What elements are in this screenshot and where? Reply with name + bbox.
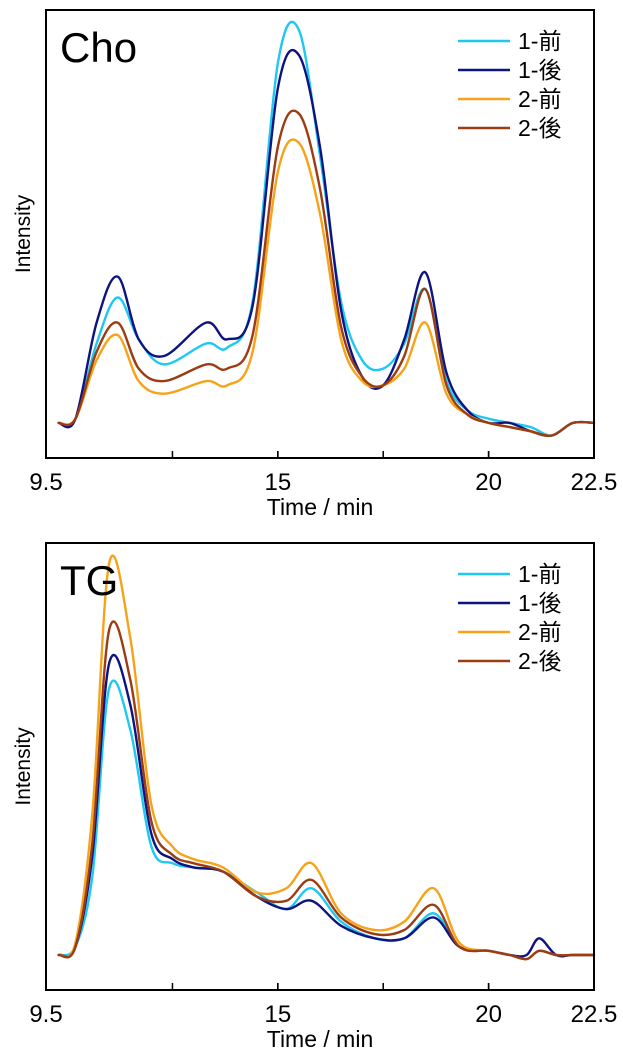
legend-label-3: 2-前 <box>518 86 561 112</box>
series-line-2 <box>57 653 596 958</box>
panel-title: TG <box>60 557 118 604</box>
x-tick-label: 9.5 <box>29 469 62 496</box>
legend-label-1: 1-前 <box>518 28 561 54</box>
legend-label-2: 1-後 <box>518 57 561 83</box>
panel-title: Cho <box>60 24 137 71</box>
plot-frame <box>45 9 595 459</box>
legend-label-4: 2-後 <box>518 115 561 141</box>
x-tick-label: 15 <box>264 1001 291 1028</box>
chart-panel-1: 9.5 15 20 22.5 Time / min Intensity Cho 1-前 1-後 2… <box>12 9 618 520</box>
legend-label-3: 2-前 <box>518 619 561 645</box>
legend-label-4: 2-後 <box>518 648 561 674</box>
x-axis-label: Time / min <box>267 494 374 520</box>
x-tick-label: 22.5 <box>571 1001 618 1028</box>
x-tick-label: 22.5 <box>571 469 618 496</box>
x-tick-label: 20 <box>475 1001 502 1028</box>
y-axis-label: Intensity <box>12 727 35 806</box>
plot-frame <box>45 542 595 991</box>
y-axis-label: Intensity <box>12 194 35 273</box>
series-line-3 <box>57 138 596 437</box>
series-line-4 <box>57 109 596 437</box>
x-tick-label: 15 <box>264 469 291 496</box>
legend-label-1: 1-前 <box>518 561 561 587</box>
x-tick-label: 9.5 <box>29 1001 62 1028</box>
chart-panel-2: 9.5 15 20 22.5 Time / min Intensity TG 1-前 1-後 2-… <box>12 542 618 1052</box>
legend: 1-前 1-後 2-前 2-後 <box>458 28 561 141</box>
series-line-4 <box>57 620 596 961</box>
x-tick-label: 20 <box>475 469 502 496</box>
series-line-1 <box>57 679 596 961</box>
x-axis-label: Time / min <box>267 1026 374 1052</box>
series-line-2 <box>57 49 596 438</box>
legend-label-2: 1-後 <box>518 590 561 616</box>
legend: 1-前 1-後 2-前 2-後 <box>458 561 561 674</box>
